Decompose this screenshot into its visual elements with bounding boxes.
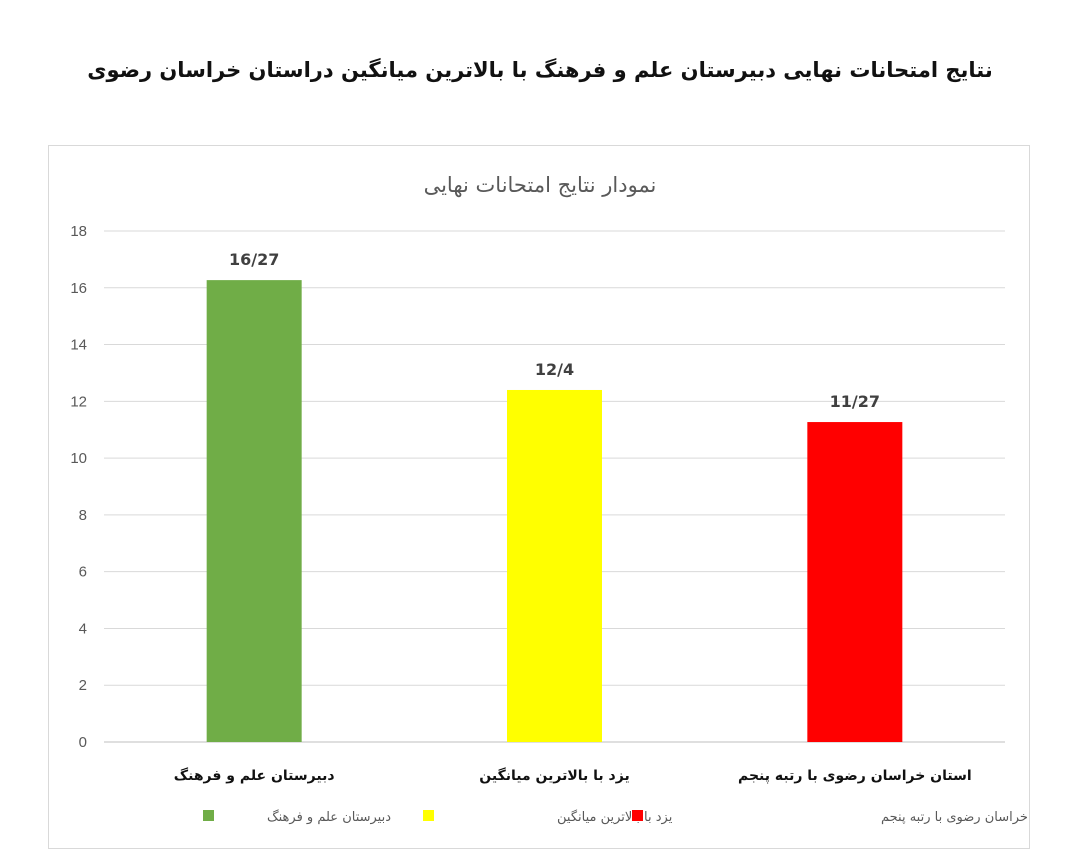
- y-tick-label: 8: [79, 507, 87, 524]
- y-tick-label: 6: [79, 564, 87, 581]
- y-tick-label: 10: [70, 450, 87, 467]
- chart-container: نمودار نتایج امتحانات نهایی 0 2 4 6 8 10 12 14 1…: [48, 145, 1031, 849]
- legend-label: استان خراسان رضوی با رتبه پنجم: [881, 810, 1031, 825]
- y-tick-label: 14: [70, 337, 87, 354]
- category-label: دبیرستان علم و فرهنگ: [174, 767, 335, 784]
- y-tick-label: 18: [70, 223, 87, 240]
- legend-swatch: [203, 810, 214, 821]
- y-tick-label: 4: [79, 620, 87, 637]
- legend-label: یزد با بالاترین میانگین: [557, 809, 673, 825]
- chart-title: نمودار نتایج امتحانات نهایی: [424, 173, 657, 197]
- data-label: 16/27: [229, 250, 279, 269]
- page-title: نتایج امتحانات نهایی دبیرستان علم و فرهن…: [87, 58, 993, 82]
- category-label: استان خراسان رضوی با رتبه پنجم: [738, 768, 972, 784]
- bar: [507, 389, 602, 742]
- bar: [206, 280, 302, 742]
- legend-label: دبیرستان علم و فرهنگ: [267, 809, 391, 825]
- legend-swatch: [423, 810, 434, 821]
- legend-swatch: [632, 810, 643, 821]
- y-tick-label: 12: [70, 393, 87, 410]
- bar: [807, 422, 903, 742]
- y-tick-label: 0: [79, 734, 87, 751]
- category-label: یزد با بالاترین میانگین: [479, 767, 629, 784]
- bar-chart: نمودار نتایج امتحانات نهایی 0 2 4 6 8 10 12 14 1…: [70, 173, 1031, 825]
- data-label: 12/4: [535, 360, 574, 379]
- y-tick-label: 16: [70, 280, 87, 297]
- y-tick-label: 2: [79, 677, 87, 694]
- data-label: 11/27: [830, 392, 880, 411]
